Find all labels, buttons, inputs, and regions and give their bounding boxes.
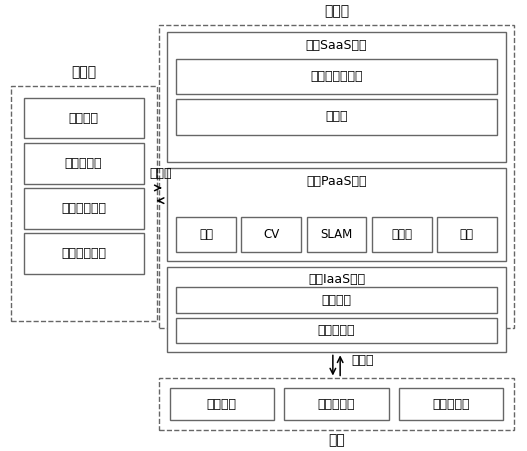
Text: 边缘SaaS平台: 边缘SaaS平台 xyxy=(306,39,367,52)
Text: 拼接: 拼接 xyxy=(460,228,474,241)
Bar xyxy=(11,86,157,321)
Bar xyxy=(176,59,497,94)
Bar xyxy=(167,32,506,162)
Text: 用户数据处理: 用户数据处理 xyxy=(61,202,106,215)
Bar xyxy=(372,217,432,252)
Bar xyxy=(24,98,143,138)
Text: 边缘云: 边缘云 xyxy=(324,5,349,18)
Bar xyxy=(167,267,506,353)
Bar xyxy=(167,168,506,261)
Text: 编解码: 编解码 xyxy=(391,228,412,241)
Bar xyxy=(437,217,496,252)
Text: 终端: 终端 xyxy=(328,433,345,447)
Text: 硬件资源层: 硬件资源层 xyxy=(318,324,355,337)
Text: 边缘IaaS平台: 边缘IaaS平台 xyxy=(308,273,365,286)
Text: 边缘PaaS平台: 边缘PaaS平台 xyxy=(306,175,367,188)
Text: 数据流: 数据流 xyxy=(352,354,374,367)
Bar xyxy=(159,25,514,328)
Bar xyxy=(159,378,514,430)
Text: 学习者终端: 学习者终端 xyxy=(318,398,355,410)
Bar xyxy=(24,143,143,184)
Bar xyxy=(241,217,301,252)
Text: 教师终端: 教师终端 xyxy=(207,398,237,410)
Text: 交互数据处理: 交互数据处理 xyxy=(61,247,106,260)
Text: 数据流: 数据流 xyxy=(149,167,172,180)
Text: 立体教学场教学: 立体教学场教学 xyxy=(310,70,363,83)
Text: 渲染: 渲染 xyxy=(199,228,213,241)
Text: CV: CV xyxy=(264,228,279,241)
Text: 中心云: 中心云 xyxy=(71,65,96,79)
Bar xyxy=(177,217,236,252)
Bar xyxy=(399,388,503,420)
Bar xyxy=(176,287,497,313)
Text: 虚拟化层: 虚拟化层 xyxy=(321,294,352,307)
Text: 中心云渲染: 中心云渲染 xyxy=(65,157,102,170)
Bar xyxy=(24,234,143,274)
Bar xyxy=(176,99,497,134)
Bar xyxy=(176,318,497,343)
Text: SLAM: SLAM xyxy=(320,228,353,241)
Bar xyxy=(24,189,143,229)
Text: 虚拟机: 虚拟机 xyxy=(325,110,348,124)
Bar xyxy=(285,388,388,420)
Bar xyxy=(307,217,366,252)
Text: 后台管理: 后台管理 xyxy=(69,112,99,125)
Text: 管理者终端: 管理者终端 xyxy=(433,398,470,410)
Bar xyxy=(170,388,274,420)
